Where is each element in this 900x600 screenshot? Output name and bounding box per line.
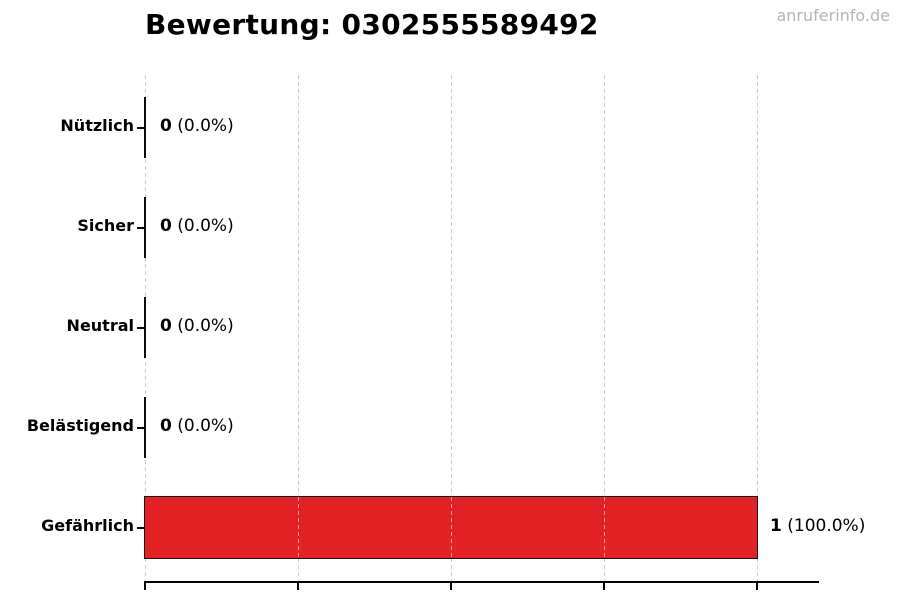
zero-bar-edge — [144, 97, 146, 158]
x-axis-line — [144, 581, 820, 583]
gridline-over-bar — [297, 497, 299, 558]
x-axis-tick — [603, 583, 605, 590]
category-label: Gefährlich — [41, 515, 134, 535]
value-label: 0 (0.0%) — [160, 316, 234, 336]
x-gridline — [297, 75, 299, 582]
value-percent: (0.0%) — [177, 315, 234, 336]
gridline-over-bar — [603, 497, 605, 558]
x-gridline — [603, 75, 605, 582]
category-label: Sicher — [77, 215, 134, 235]
value-count: 0 — [160, 215, 172, 236]
value-count: 1 — [770, 515, 782, 536]
value-percent: (0.0%) — [177, 215, 234, 236]
value-percent: (0.0%) — [177, 415, 234, 436]
zero-bar-edge — [144, 397, 146, 458]
x-axis-tick — [297, 583, 299, 590]
gridline-over-bar — [450, 497, 452, 558]
watermark-text: anruferinfo.de — [776, 6, 890, 25]
value-percent: (100.0%) — [787, 515, 866, 536]
value-count: 0 — [160, 415, 172, 436]
x-axis-tick — [756, 583, 758, 590]
x-gridline — [450, 75, 452, 582]
value-label: 1 (100.0%) — [770, 516, 865, 536]
x-axis-tick — [144, 583, 146, 590]
category-label: Neutral — [66, 315, 134, 335]
category-label: Nützlich — [60, 115, 134, 135]
chart-title: Bewertung: 0302555589492 — [145, 8, 599, 41]
y-axis-tick — [137, 226, 144, 229]
y-axis-tick — [137, 526, 144, 529]
zero-bar-edge — [144, 297, 146, 358]
x-axis-tick — [450, 583, 452, 590]
value-percent: (0.0%) — [177, 115, 234, 136]
value-count: 0 — [160, 315, 172, 336]
value-label: 0 (0.0%) — [160, 116, 234, 136]
value-count: 0 — [160, 115, 172, 136]
value-label: 0 (0.0%) — [160, 416, 234, 436]
bar-gefährlich — [144, 496, 758, 559]
x-gridline — [756, 75, 758, 582]
y-axis-tick — [137, 326, 144, 329]
y-axis-tick — [137, 426, 144, 429]
y-axis-tick — [137, 126, 144, 129]
value-label: 0 (0.0%) — [160, 216, 234, 236]
zero-bar-edge — [144, 197, 146, 258]
category-label: Belästigend — [26, 415, 134, 435]
